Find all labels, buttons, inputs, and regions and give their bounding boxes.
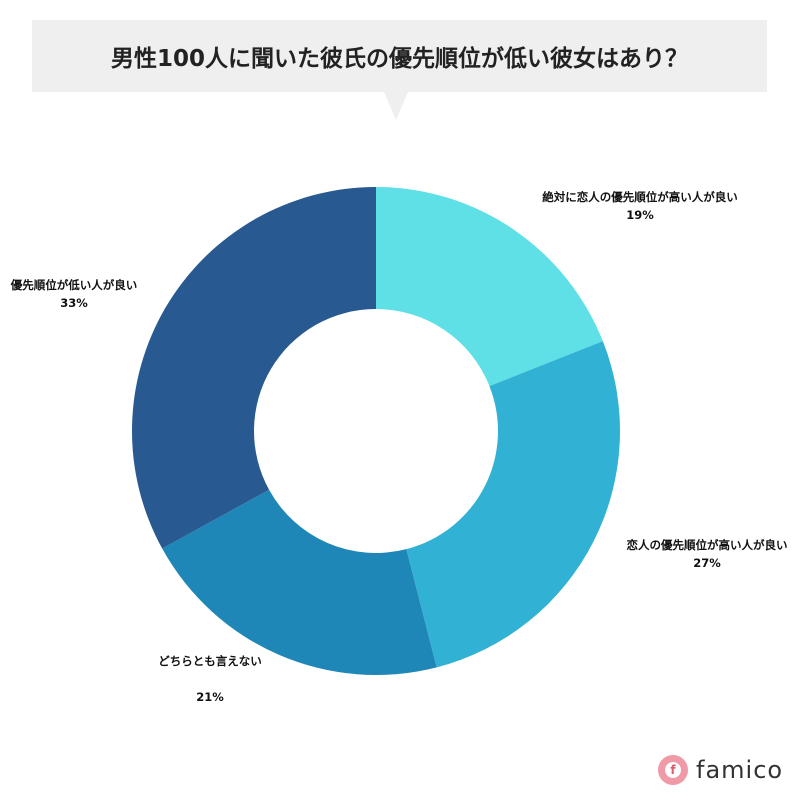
famico-logo-text: famico [696, 756, 784, 784]
slice-label-neutral: どちらとも言えない 21% [140, 652, 280, 706]
slice-category-low: 優先順位が低い人が良い [10, 278, 138, 292]
slice-value-very-high: 19% [626, 208, 654, 222]
slice-category-very-high: 絶対に恋人の優先順位が高い人が良い [542, 190, 738, 204]
slice-high [406, 341, 620, 668]
title-bubble [32, 20, 767, 92]
title-bubble-tail [384, 92, 408, 120]
slice-label-low: 優先順位が低い人が良い 33% [0, 276, 148, 312]
slice-very-high [376, 187, 603, 387]
slice-label-very-high: 絶対に恋人の優先順位が高い人が良い 19% [525, 188, 755, 224]
slice-value-low: 33% [60, 296, 88, 310]
famico-logo: f famico [658, 752, 783, 788]
slice-label-high: 恋人の優先順位が高い人が良い 27% [612, 536, 800, 572]
slice-neutral [162, 489, 437, 675]
famico-logo-icon: f [658, 755, 688, 785]
slice-category-neutral: どちらとも言えない [158, 654, 262, 668]
slice-value-high: 27% [693, 556, 721, 570]
slice-low [132, 187, 376, 549]
slice-category-high: 恋人の優先順位が高い人が良い [626, 538, 788, 552]
chart-title: 男性100人に聞いた彼氏の優先順位が低い彼女はあり？ [110, 46, 688, 72]
slice-value-neutral: 21% [196, 690, 224, 704]
